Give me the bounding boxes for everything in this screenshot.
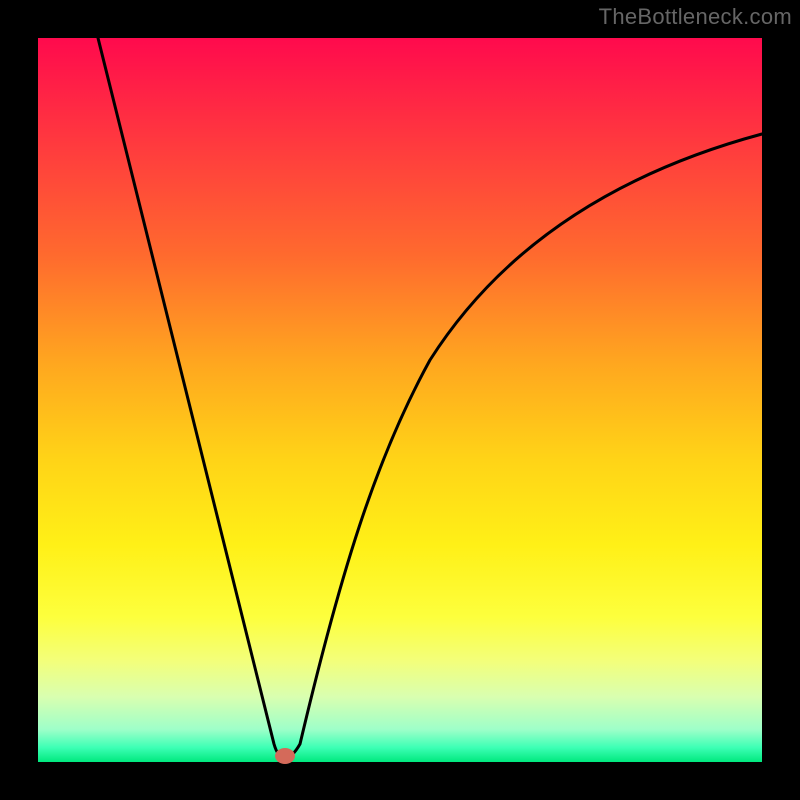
chart-svg (0, 0, 800, 800)
watermark-text: TheBottleneck.com (599, 4, 792, 30)
plot-background (38, 38, 762, 762)
optimal-point-marker (275, 748, 295, 764)
bottleneck-chart: TheBottleneck.com (0, 0, 800, 800)
